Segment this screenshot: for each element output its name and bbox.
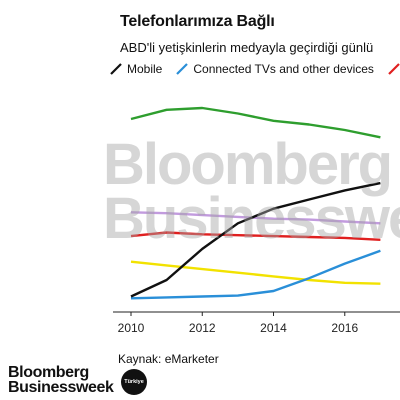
logo-line-1: Bloomberg [8, 364, 89, 381]
legend-item-0: Mobile [110, 62, 162, 76]
chart-legend: Mobile Connected TVs and other devices [110, 62, 400, 78]
legend-label-0: Mobile [127, 62, 163, 76]
x-tick-label: 2010 [118, 321, 145, 335]
chart-subtitle: ABD'li yetişkinlerin medyayla geçirdiği … [120, 40, 374, 55]
series-line-5 [130, 260, 381, 285]
turkiye-badge: Türkiye [121, 369, 147, 395]
series-line-1 [130, 249, 381, 300]
legend-swatch-0 [110, 63, 122, 75]
legend-label-1: Connected TVs and other devices [193, 62, 374, 76]
legend-swatch-1 [176, 63, 189, 75]
chart-title: Telefonlarımıza Bağlı [120, 13, 275, 30]
series-line-0 [130, 181, 381, 298]
legend-item-1: Connected TVs and other devices [176, 62, 374, 76]
legend-swatch-2 [388, 63, 400, 75]
x-tick-label: 2012 [189, 321, 216, 335]
x-tick-label: 2016 [331, 321, 358, 335]
brand-logo: Bloomberg Businessweek [8, 364, 114, 396]
series-line-2 [130, 231, 381, 241]
logo-line-2: Businessweek [8, 379, 114, 396]
x-tick-label: 2014 [260, 321, 287, 335]
source-note: Kaynak: eMarketer [118, 352, 219, 366]
series-line-3 [130, 106, 381, 139]
series-line-4 [130, 211, 381, 225]
legend-item-2 [388, 63, 400, 75]
